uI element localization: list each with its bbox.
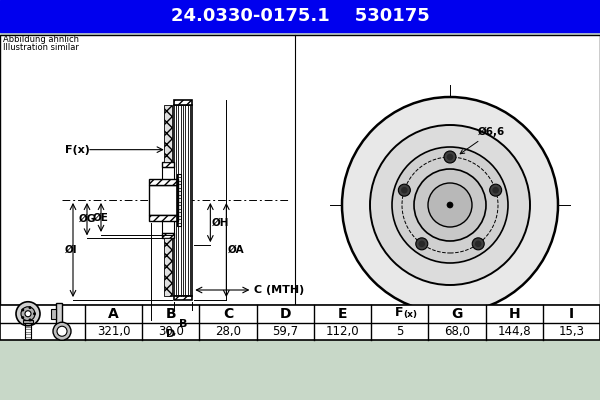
Text: F: F: [394, 306, 403, 319]
Text: ØA: ØA: [227, 245, 244, 255]
Text: ØH: ØH: [211, 218, 229, 228]
Text: Abbildung ähnlich: Abbildung ähnlich: [3, 35, 79, 44]
Circle shape: [416, 238, 428, 250]
Bar: [176, 174, 181, 226]
Circle shape: [21, 316, 24, 319]
Circle shape: [57, 326, 67, 336]
Circle shape: [447, 202, 453, 208]
Text: 5: 5: [396, 325, 403, 338]
Text: 112,0: 112,0: [326, 325, 359, 338]
Circle shape: [370, 125, 530, 285]
Circle shape: [16, 302, 40, 326]
Circle shape: [21, 307, 35, 321]
Bar: [161, 167, 173, 233]
Text: F(x): F(x): [65, 145, 90, 155]
Bar: [164, 104, 172, 162]
Text: 68,0: 68,0: [444, 325, 470, 338]
Bar: [0, 35, 600, 305]
Bar: [25, 323, 31, 339]
Circle shape: [398, 184, 410, 196]
Bar: [173, 104, 193, 296]
Text: C: C: [223, 307, 233, 321]
Bar: [56, 303, 62, 325]
Bar: [149, 185, 178, 215]
Circle shape: [418, 240, 425, 247]
Circle shape: [29, 306, 32, 309]
Text: I: I: [569, 307, 574, 321]
Text: ØI: ØI: [65, 245, 77, 255]
Text: 30,0: 30,0: [158, 325, 184, 338]
Circle shape: [53, 322, 71, 340]
Bar: [161, 162, 173, 167]
Text: G: G: [451, 307, 463, 321]
Text: (x): (x): [404, 310, 418, 319]
Bar: [0, 305, 600, 340]
Circle shape: [392, 147, 508, 263]
Bar: [51, 309, 56, 319]
Circle shape: [21, 308, 24, 312]
Text: B: B: [179, 319, 187, 329]
Bar: [161, 233, 173, 238]
Text: ØG: ØG: [79, 214, 96, 224]
Text: B: B: [166, 307, 176, 321]
Circle shape: [475, 240, 482, 247]
Circle shape: [446, 154, 454, 160]
Bar: [0, 0, 600, 32]
Circle shape: [342, 97, 558, 313]
Text: 321,0: 321,0: [97, 325, 130, 338]
Circle shape: [401, 187, 407, 194]
Text: 15,3: 15,3: [559, 325, 584, 338]
Text: Illustration similar: Illustration similar: [3, 43, 79, 52]
Bar: [173, 296, 193, 300]
Circle shape: [472, 238, 484, 250]
Circle shape: [33, 312, 36, 315]
Bar: [173, 100, 193, 104]
Bar: [164, 238, 172, 296]
Text: H: H: [508, 307, 520, 321]
Text: Ø6,6: Ø6,6: [460, 127, 505, 154]
Text: C (MTH): C (MTH): [254, 285, 305, 295]
Text: E: E: [338, 307, 347, 321]
Circle shape: [444, 151, 456, 163]
Circle shape: [428, 183, 472, 227]
Text: 24.0330-0175.1    530175: 24.0330-0175.1 530175: [170, 7, 430, 25]
Text: ØE: ØE: [93, 212, 109, 222]
Circle shape: [414, 169, 486, 241]
Circle shape: [490, 184, 502, 196]
Bar: [149, 179, 178, 185]
Circle shape: [25, 311, 31, 317]
Text: A: A: [108, 307, 119, 321]
Text: 28,0: 28,0: [215, 325, 241, 338]
Circle shape: [29, 318, 32, 322]
Text: D: D: [166, 329, 175, 339]
Text: D: D: [280, 307, 291, 321]
Bar: [23, 320, 33, 323]
Text: 144,8: 144,8: [497, 325, 531, 338]
Text: 59,7: 59,7: [272, 325, 298, 338]
Bar: [149, 215, 178, 221]
Circle shape: [493, 187, 499, 194]
